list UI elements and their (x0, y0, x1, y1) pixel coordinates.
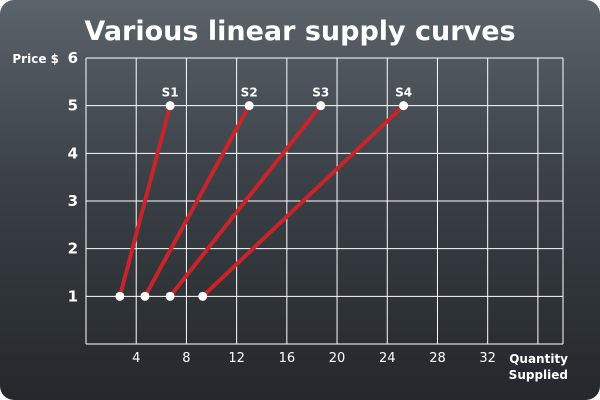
data-point (399, 101, 409, 111)
data-point (316, 101, 326, 111)
data-point (165, 291, 175, 301)
series-label-s2: S2 (241, 86, 258, 100)
series-label-s3: S3 (312, 86, 329, 100)
x-tick-label: 28 (429, 351, 446, 366)
x-axis-label-line2: Supplied (509, 368, 568, 382)
x-tick-label: 16 (279, 351, 296, 366)
data-point (115, 291, 125, 301)
x-tick-label: 20 (329, 351, 346, 366)
series-label-s1: S1 (162, 86, 179, 100)
x-tick-label: 4 (132, 351, 140, 366)
x-tick-label: 32 (479, 351, 496, 366)
y-tick-label: 6 (68, 49, 78, 67)
x-tick-label: 12 (228, 351, 245, 366)
data-point (140, 291, 150, 301)
y-tick-label: 1 (68, 287, 78, 305)
x-tick-label: 8 (182, 351, 190, 366)
x-tick-label: 24 (379, 351, 396, 366)
grid (85, 57, 564, 345)
series-group: S1 S2 S3 S4 (115, 86, 412, 301)
chart-title: Various linear supply curves (84, 16, 515, 47)
data-point (198, 291, 208, 301)
y-tick-label: 2 (68, 240, 78, 258)
supply-curve-s4 (200, 103, 406, 299)
y-tick-label: 4 (68, 144, 78, 162)
supply-curve-s2 (142, 103, 252, 299)
y-tick-label: 3 (68, 192, 78, 210)
supply-curve-s1 (117, 103, 173, 299)
data-point (244, 101, 254, 111)
y-tick-label: 5 (68, 97, 78, 115)
y-axis-label: Price $ (12, 52, 59, 66)
x-axis-label-line1: Quantity (509, 352, 568, 366)
data-point (165, 101, 175, 111)
supply-curve-s3 (168, 103, 323, 299)
series-label-s4: S4 (395, 86, 412, 100)
